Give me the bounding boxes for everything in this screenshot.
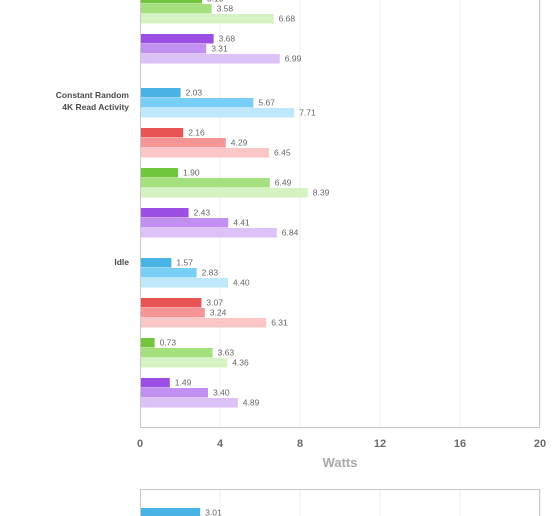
bar — [141, 168, 178, 178]
bar — [141, 338, 155, 348]
bar-value-label: 6.84 — [282, 227, 299, 237]
bar — [141, 4, 212, 14]
bar — [141, 34, 214, 44]
bar — [141, 178, 270, 188]
bar — [141, 54, 280, 64]
bar-value-label: 6.31 — [271, 317, 288, 327]
x-tick-label: 12 — [374, 438, 386, 450]
bar-value-label: 3.10 — [207, 0, 224, 3]
bar-value-label: 1.90 — [183, 167, 200, 177]
bar-value-label: 2.16 — [188, 127, 205, 137]
bar-value-label: 5.67 — [258, 97, 275, 107]
x-tick-label: 4 — [217, 438, 224, 450]
bar — [141, 298, 202, 308]
bar — [141, 308, 205, 318]
plot-frame-upper — [140, 0, 540, 428]
bar-value-label: 2.03 — [186, 87, 203, 97]
grid-lines — [219, 0, 541, 516]
group-label: Idle — [114, 257, 129, 267]
bar — [141, 278, 228, 288]
bar-value-label: 3.01 — [205, 507, 222, 516]
x-axis-title: Watts — [323, 455, 358, 470]
x-tick-label: 8 — [297, 438, 303, 450]
bar — [141, 44, 207, 54]
bar-value-label: 4.89 — [243, 397, 260, 407]
bar — [141, 378, 170, 388]
bar — [141, 108, 295, 118]
x-axis-ticks: 0 4 8 12 16 20 — [137, 438, 546, 450]
bar-value-label: 6.99 — [285, 53, 302, 63]
bar — [141, 208, 189, 218]
bar — [141, 318, 267, 328]
bar-value-label: 6.49 — [275, 177, 292, 187]
bar-value-label: 7.71 — [299, 107, 316, 117]
bar-value-label: 3.24 — [210, 307, 227, 317]
bar — [141, 138, 226, 148]
bar-value-label: 2.83 — [202, 267, 219, 277]
bar — [141, 218, 229, 228]
bar — [141, 228, 277, 238]
bar — [141, 388, 208, 398]
bar-value-label: 3.68 — [219, 33, 236, 43]
plot-frame-lower — [140, 489, 540, 516]
bar-value-label: 8.39 — [313, 187, 330, 197]
bar — [141, 98, 254, 108]
bar-value-label: 4.41 — [233, 217, 250, 227]
bar — [141, 348, 213, 358]
bar — [141, 128, 184, 138]
x-tick-label: 16 — [454, 438, 466, 450]
bar — [141, 88, 181, 98]
bar-value-label: 3.63 — [218, 347, 235, 357]
bar-value-label: 0.73 — [160, 337, 177, 347]
x-tick-label: 0 — [137, 438, 143, 450]
bar — [141, 258, 172, 268]
bar-value-label: 2.43 — [194, 207, 211, 217]
bar — [141, 0, 202, 4]
bars — [141, 0, 308, 516]
bar-value-label: 4.40 — [233, 277, 250, 287]
bar — [141, 188, 308, 198]
bar-value-label: 6.68 — [279, 13, 296, 23]
bar-value-label: 3.31 — [211, 43, 228, 53]
bar-value-label: 1.57 — [176, 257, 193, 267]
group-label: Constant Random — [56, 90, 130, 100]
plot-frame — [140, 0, 540, 516]
bar-value-label: 6.45 — [274, 147, 291, 157]
bar — [141, 508, 201, 516]
bar — [141, 148, 269, 158]
bar — [141, 358, 228, 368]
bar-value-label: 4.36 — [232, 357, 249, 367]
x-tick-label: 20 — [534, 438, 546, 450]
bar-value-label: 4.29 — [231, 137, 248, 147]
bar-value-label: 3.40 — [213, 387, 230, 397]
group-labels: Constant Random 4K Read Activity Idle — [56, 90, 130, 267]
value-labels: 3.103.58 6.68 3.683.31 6.99 2.03 5.67 7.71 2.16… — [160, 0, 330, 516]
bar — [141, 268, 197, 278]
group-label: 4K Read Activity — [62, 102, 129, 112]
bar-value-label: 3.58 — [217, 3, 234, 13]
bar-value-label: 3.07 — [206, 297, 223, 307]
bar — [141, 398, 238, 408]
bar — [141, 14, 274, 24]
bar-value-label: 1.49 — [175, 377, 192, 387]
